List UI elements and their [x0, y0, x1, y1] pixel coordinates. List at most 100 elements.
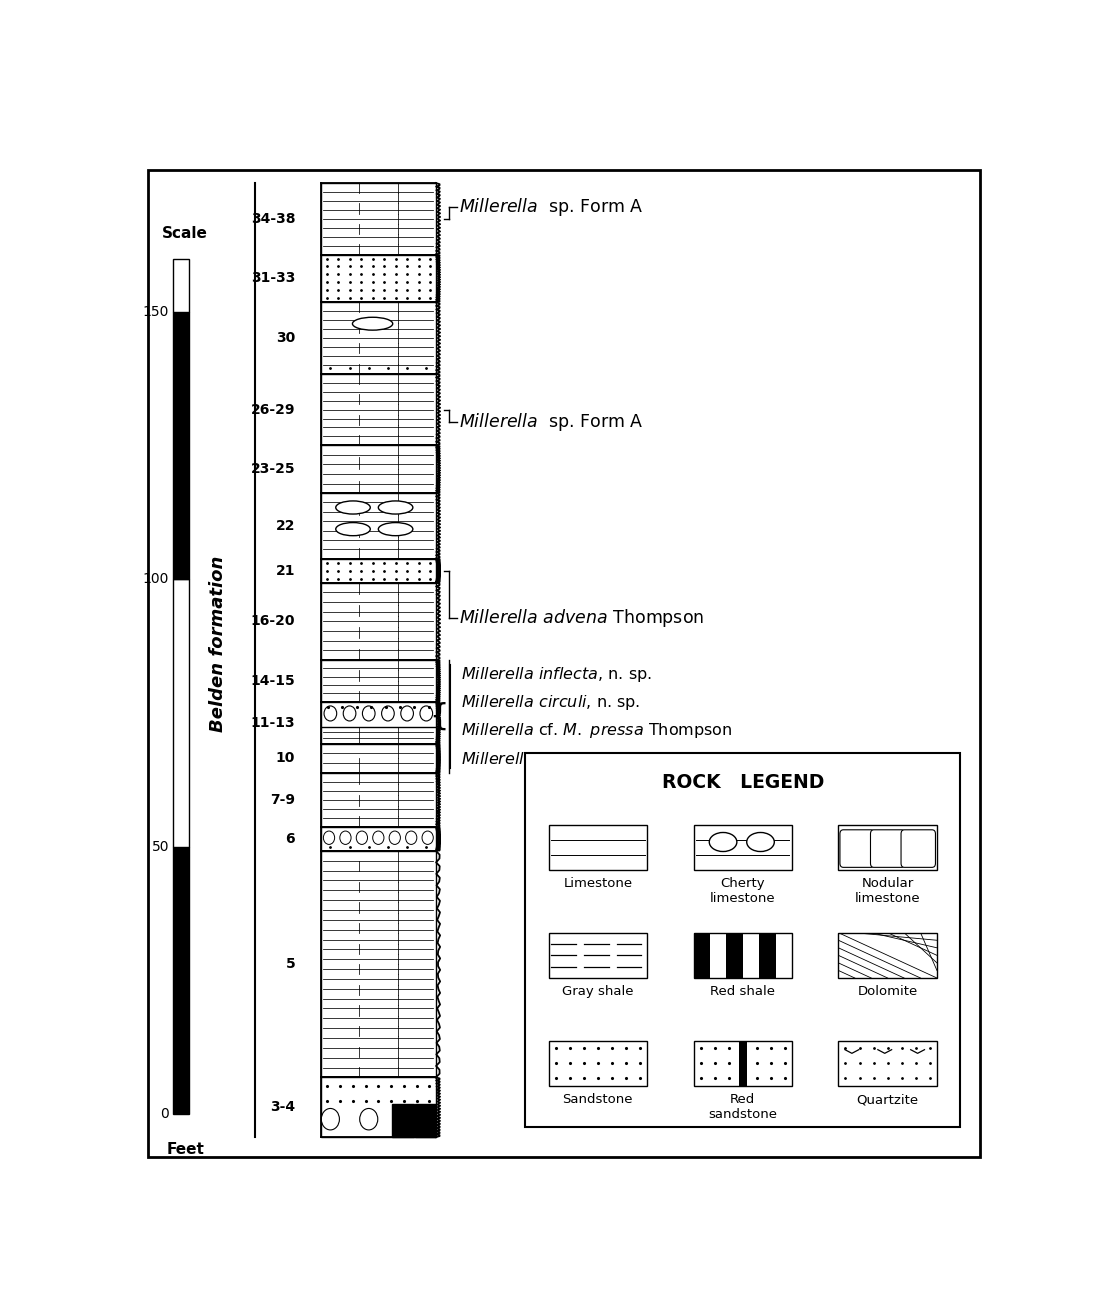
Text: 21: 21 [276, 564, 295, 578]
Bar [321, 827, 436, 851]
Text: Red shale: Red shale [711, 986, 776, 999]
Text: Feet: Feet [166, 1142, 205, 1158]
Circle shape [373, 830, 384, 845]
Text: $\mathit{Millerella\ circuli}$, n. sp.: $\mathit{Millerella\ circuli}$, n. sp. [462, 692, 640, 712]
Bar [693, 933, 792, 978]
Text: $\mathit{Millerella}$ cf. $\mathit{M.\ pressa}$ Thompson: $\mathit{Millerella}$ cf. $\mathit{M.\ p… [462, 721, 733, 740]
Bar [549, 933, 647, 978]
Text: 26-29: 26-29 [251, 402, 295, 417]
Text: 14-15: 14-15 [251, 674, 295, 689]
Text: 100: 100 [143, 573, 169, 586]
Bar [321, 445, 436, 493]
Text: Nodular
limestone: Nodular limestone [855, 878, 921, 905]
Circle shape [343, 706, 356, 721]
Bar [321, 727, 436, 744]
Text: Sandstone: Sandstone [562, 1093, 634, 1106]
Circle shape [356, 830, 367, 845]
Circle shape [420, 706, 432, 721]
Text: 16-20: 16-20 [251, 614, 295, 628]
Bar [838, 825, 937, 870]
Text: 10: 10 [276, 752, 295, 766]
Text: Scale: Scale [163, 226, 208, 240]
Text: 150: 150 [143, 305, 169, 319]
Bar [526, 753, 960, 1127]
Bar [392, 1104, 414, 1137]
Circle shape [321, 1109, 340, 1130]
Ellipse shape [710, 833, 737, 851]
FancyBboxPatch shape [840, 830, 874, 867]
Bar [838, 933, 937, 978]
Bar [321, 493, 436, 558]
Circle shape [400, 706, 414, 721]
Bar [321, 744, 436, 774]
Bar [174, 259, 189, 313]
Text: 22: 22 [276, 519, 295, 533]
Ellipse shape [336, 501, 371, 514]
Bar [174, 579, 189, 846]
Text: 23-25: 23-25 [251, 463, 295, 476]
Bar [174, 313, 189, 579]
Circle shape [360, 1109, 377, 1130]
Bar [174, 846, 189, 1114]
Text: Red
sandstone: Red sandstone [708, 1093, 778, 1121]
Bar [726, 933, 742, 978]
Text: Quartzite: Quartzite [857, 1093, 918, 1106]
Bar [759, 933, 775, 978]
Text: 31-33: 31-33 [251, 272, 295, 285]
Text: Belden formation: Belden formation [209, 555, 228, 732]
Bar [321, 851, 436, 1077]
Bar [321, 255, 436, 302]
Text: 7-9: 7-9 [271, 794, 295, 807]
Bar [693, 933, 710, 978]
Bar [321, 582, 436, 660]
Circle shape [406, 830, 417, 845]
Bar [321, 558, 436, 582]
Text: 6: 6 [286, 832, 295, 846]
Text: $\mathit{Millerella}$ sp. ind.: $\mathit{Millerella}$ sp. ind. [462, 750, 597, 769]
Ellipse shape [378, 501, 412, 514]
Bar [549, 825, 647, 870]
Bar [693, 1041, 792, 1085]
Bar [739, 1041, 747, 1085]
Ellipse shape [378, 523, 412, 536]
Text: $\mathit{Millerella}$  sp. Form A: $\mathit{Millerella}$ sp. Form A [459, 196, 644, 218]
Circle shape [323, 830, 334, 845]
Text: {: { [429, 702, 449, 731]
Text: $\mathit{Millerella\ inflecta}$, n. sp.: $\mathit{Millerella\ inflecta}$, n. sp. [462, 665, 652, 683]
Text: Limestone: Limestone [563, 878, 632, 890]
Circle shape [324, 706, 337, 721]
FancyBboxPatch shape [901, 830, 935, 867]
Ellipse shape [352, 317, 393, 330]
Text: 50: 50 [152, 840, 169, 854]
Circle shape [340, 830, 351, 845]
Ellipse shape [747, 833, 774, 851]
Text: Dolomite: Dolomite [858, 986, 917, 999]
Bar [321, 1077, 436, 1137]
Text: 11-13: 11-13 [251, 716, 295, 729]
Circle shape [362, 706, 375, 721]
Text: 3-4: 3-4 [271, 1100, 295, 1114]
Text: 5: 5 [286, 957, 295, 971]
Text: $\mathit{Millerella}$  sp. Form A: $\mathit{Millerella}$ sp. Form A [459, 410, 644, 432]
Bar [321, 774, 436, 827]
Text: $\mathit{Millerella\ advena}$ Thompson: $\mathit{Millerella\ advena}$ Thompson [459, 607, 704, 629]
Bar [321, 660, 436, 702]
Circle shape [382, 706, 394, 721]
FancyBboxPatch shape [870, 830, 905, 867]
Bar [693, 825, 792, 870]
Text: Gray shale: Gray shale [562, 986, 634, 999]
Bar [549, 1041, 647, 1085]
Text: 34-38: 34-38 [251, 212, 295, 226]
Bar [415, 1104, 436, 1137]
Circle shape [422, 830, 433, 845]
Ellipse shape [336, 523, 371, 536]
Bar [321, 302, 436, 373]
Bar [321, 702, 436, 744]
Circle shape [389, 830, 400, 845]
Bar [321, 373, 436, 445]
Text: 30: 30 [276, 331, 295, 346]
Bar [321, 183, 436, 255]
Text: 0: 0 [161, 1106, 169, 1121]
Text: ROCK   LEGEND: ROCK LEGEND [661, 773, 824, 792]
Text: Cherty
limestone: Cherty limestone [710, 878, 776, 905]
